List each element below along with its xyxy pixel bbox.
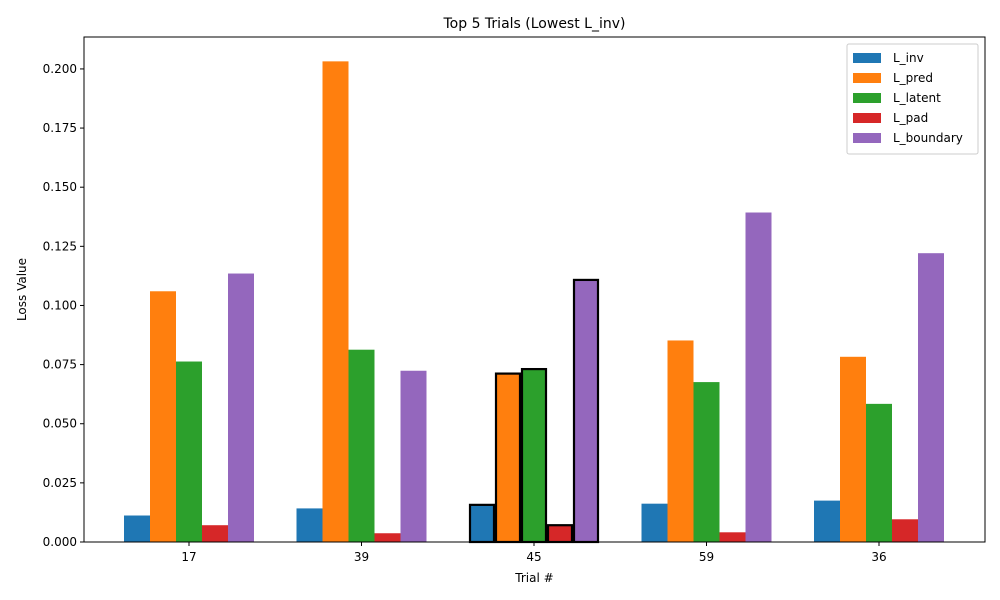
bar [866, 403, 892, 542]
bar [693, 382, 720, 542]
bar [374, 533, 401, 542]
x-tick-label: 39 [354, 550, 369, 564]
y-axis: 0.000 0.025 0.050 0.075 0.100 0.125 0.150 0.175… [43, 62, 84, 549]
y-tick-label: 0.000 [43, 535, 77, 549]
bar [348, 349, 375, 542]
legend-swatch [853, 53, 881, 63]
x-tick-label: 45 [526, 550, 541, 564]
y-axis-label: Loss Value [15, 258, 29, 321]
bar [124, 515, 150, 542]
y-tick-label: 0.075 [43, 358, 77, 372]
x-tick-label: 36 [871, 550, 886, 564]
legend-label: L_inv [893, 51, 924, 65]
legend: L_inv L_pred L_latent L_pad L_boundary [846, 43, 979, 155]
bar [322, 61, 349, 543]
bar [918, 253, 944, 542]
legend-swatch [853, 93, 881, 103]
bar-highlighted [468, 503, 496, 544]
y-tick-label: 0.150 [43, 180, 77, 194]
y-tick-label: 0.200 [43, 62, 77, 76]
bar [667, 340, 694, 542]
legend-label: L_boundary [893, 131, 963, 145]
bar-highlighted [546, 524, 574, 544]
bar [840, 356, 866, 542]
legend-label: L_pad [893, 111, 928, 125]
y-tick-label: 0.050 [43, 417, 77, 431]
y-tick-label: 0.125 [43, 239, 77, 253]
legend-swatch [853, 113, 881, 123]
bar [814, 500, 840, 542]
bar [641, 503, 668, 542]
x-axis-label: Trial # [514, 571, 553, 585]
y-tick-label: 0.025 [43, 476, 77, 490]
bar [400, 370, 427, 542]
y-tick-label: 0.175 [43, 121, 77, 135]
y-tick-label: 0.100 [43, 298, 77, 312]
bar [202, 525, 228, 542]
bars-group [124, 61, 944, 544]
x-axis: 17 39 45 59 36 [181, 542, 887, 564]
bar [150, 291, 176, 542]
bar-highlighted [572, 278, 600, 544]
legend-label: L_latent [893, 91, 941, 105]
x-tick-label: 17 [181, 550, 196, 564]
legend-swatch [853, 73, 881, 83]
bar [296, 508, 323, 542]
bar [719, 532, 746, 542]
legend-swatch [853, 133, 881, 143]
legend-frame [846, 43, 979, 155]
legend-label: L_pred [893, 71, 933, 85]
bar [228, 273, 254, 542]
bar-highlighted [494, 372, 522, 544]
bar [176, 361, 202, 542]
bar [892, 519, 918, 542]
bar [745, 212, 772, 542]
x-tick-label: 59 [699, 550, 714, 564]
chart-title: Top 5 Trials (Lowest L_inv) [443, 16, 626, 32]
bar-highlighted [520, 367, 548, 544]
